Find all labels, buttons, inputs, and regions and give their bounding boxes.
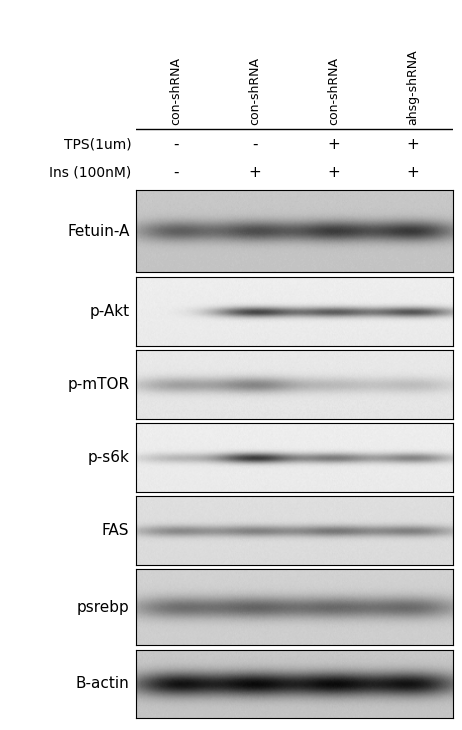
- Text: -: -: [252, 137, 258, 152]
- Text: +: +: [328, 165, 340, 180]
- Text: p-mTOR: p-mTOR: [67, 377, 129, 392]
- Text: p-Akt: p-Akt: [89, 304, 129, 318]
- Text: Ins (100nM): Ins (100nM): [49, 165, 132, 180]
- Text: con-shRNA: con-shRNA: [328, 57, 340, 126]
- Text: FAS: FAS: [102, 523, 129, 538]
- Text: psrebp: psrebp: [77, 600, 129, 615]
- Text: -: -: [173, 165, 179, 180]
- Text: con-shRNA: con-shRNA: [249, 57, 261, 126]
- Text: ahsg-shRNA: ahsg-shRNA: [407, 50, 419, 126]
- Text: B-actin: B-actin: [76, 677, 129, 691]
- Text: +: +: [407, 165, 419, 180]
- Text: TPS(1um): TPS(1um): [64, 137, 132, 152]
- Text: con-shRNA: con-shRNA: [170, 57, 182, 126]
- Text: +: +: [328, 137, 340, 152]
- Text: Fetuin-A: Fetuin-A: [67, 223, 129, 239]
- Text: +: +: [407, 137, 419, 152]
- Text: +: +: [249, 165, 261, 180]
- Text: p-s6k: p-s6k: [88, 450, 129, 465]
- Text: -: -: [173, 137, 179, 152]
